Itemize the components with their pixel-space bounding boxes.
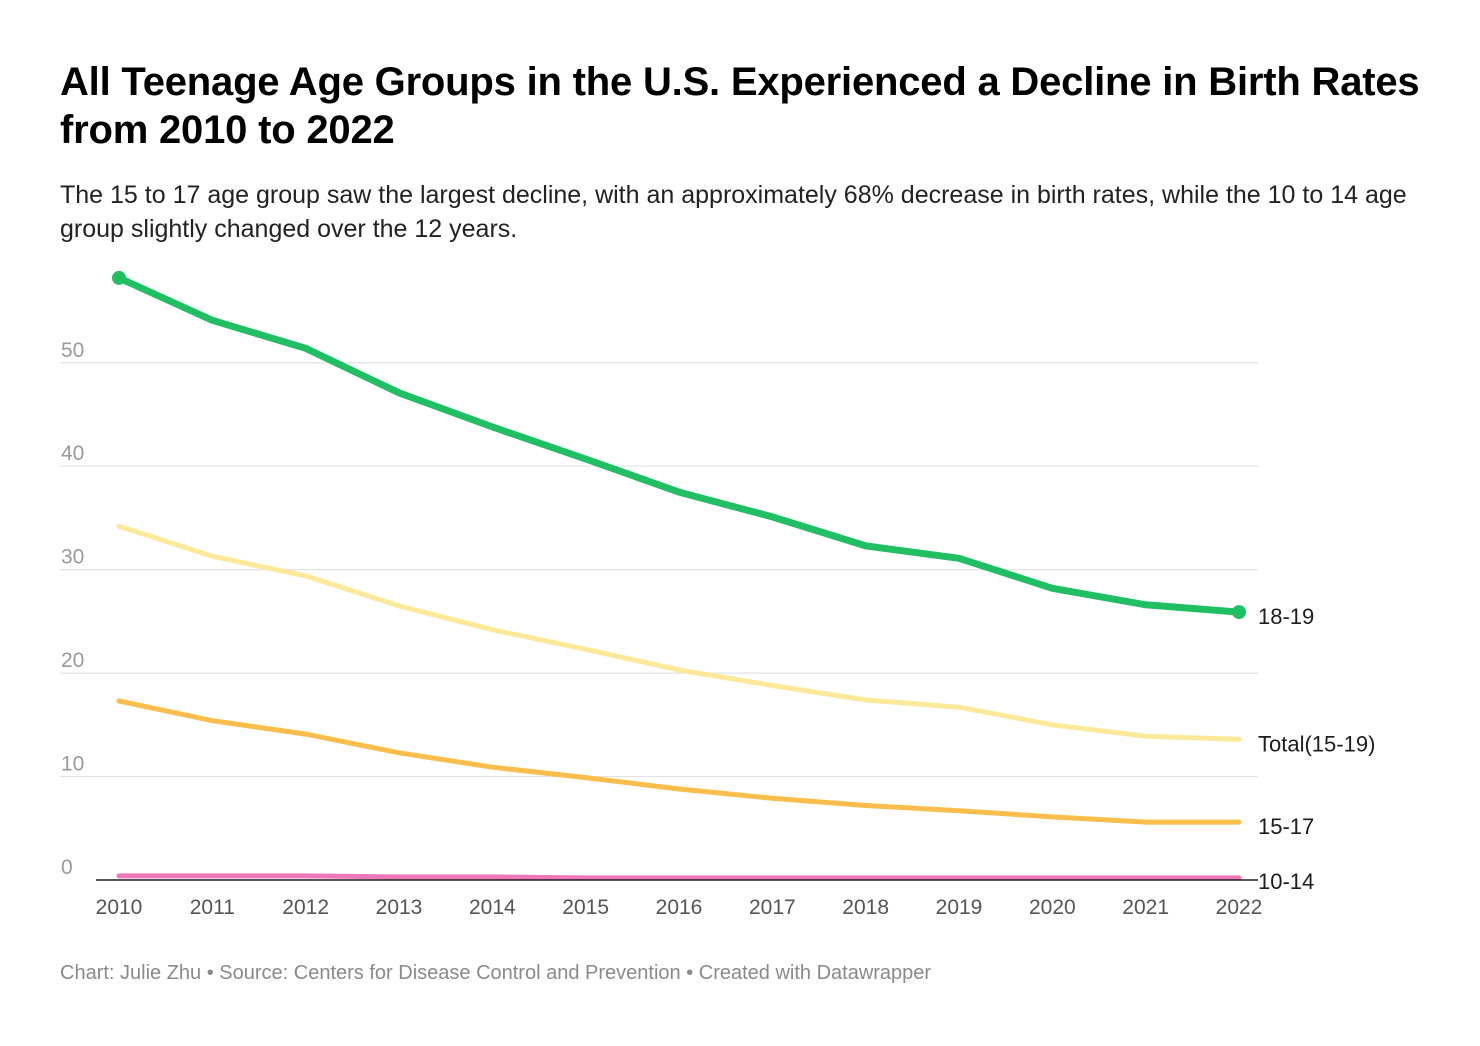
series-label-15-17: 15-17 [1258,814,1314,839]
series-labels: 18-19 Total(15-19) 15-17 10-14 [1258,604,1375,894]
gridlines [60,362,1258,778]
chart-title: All Teenage Age Groups in the U.S. Exper… [60,60,1420,152]
series-line-total-15-19 [116,523,1242,742]
y-tick-label: 50 [61,339,84,362]
y-tick-label: 20 [61,649,84,672]
x-tick-label: 2020 [1029,896,1076,919]
x-tick-label: 2016 [656,896,703,919]
y-tick-label: 0 [61,856,73,879]
x-tick-label: 2010 [96,896,143,919]
x-tick-label: 2012 [282,896,329,919]
series-label-18-19: 18-19 [1258,604,1314,629]
y-axis-ticks: 0 10 20 30 40 50 [61,339,84,879]
series-line-18-19 [115,274,1243,616]
series-line-15-17 [116,698,1242,825]
x-tick-label: 2021 [1122,896,1169,919]
x-tick-label: 2015 [562,896,609,919]
chart-subtitle: The 15 to 17 age group saw the largest d… [60,181,1407,243]
series-label-10-14: 10-14 [1258,869,1314,894]
series-point-18-19 [112,270,126,285]
x-tick-label: 2017 [749,896,796,919]
series-point-18-19 [1232,605,1246,620]
y-tick-label: 10 [61,753,84,776]
series-line-10-14 [116,873,1242,881]
chart-footer-credits: Chart: Julie Zhu • Source: Centers for D… [60,962,932,984]
x-tick-label: 2013 [376,896,423,919]
x-tick-label: 2019 [936,896,983,919]
series-lines [96,270,1258,881]
x-tick-label: 2014 [469,896,516,919]
x-tick-label: 2022 [1216,896,1263,919]
x-tick-label: 2018 [842,896,889,919]
x-axis-ticks: 2010 2011 2012 2013 2014 2015 2016 2017 2018 2019… [96,896,1263,919]
y-tick-label: 30 [61,546,84,569]
series-label-total-15-19: Total(15-19) [1258,731,1375,756]
x-tick-label: 2011 [190,896,235,919]
y-tick-label: 40 [61,442,84,465]
